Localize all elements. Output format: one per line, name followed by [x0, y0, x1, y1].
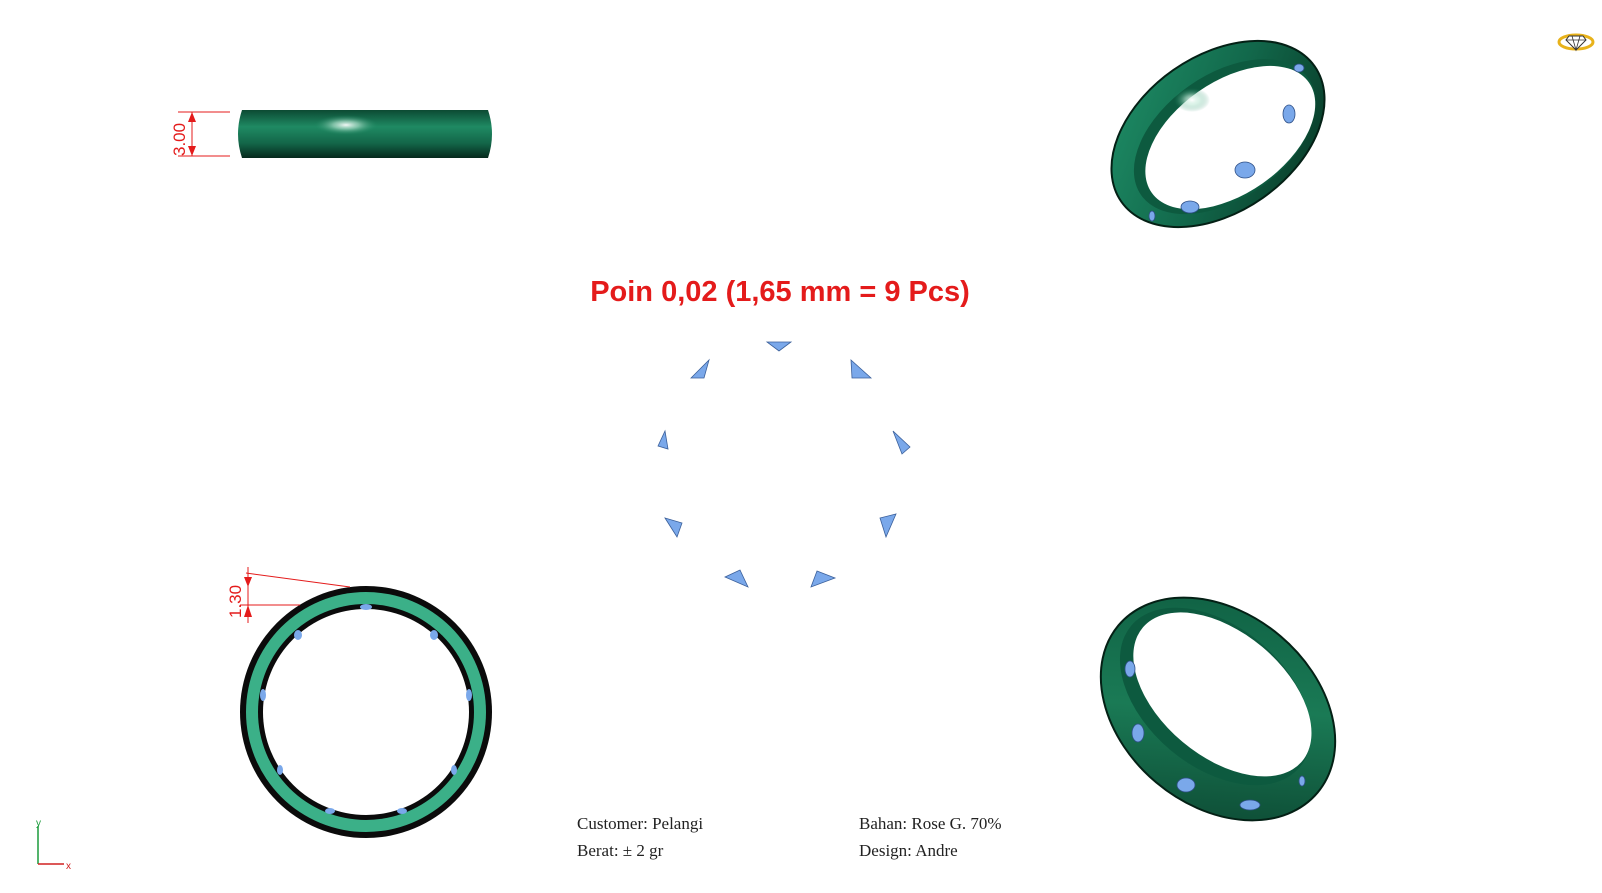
axes-icon: y x	[36, 820, 71, 870]
ring-logo-icon[interactable]	[1556, 28, 1596, 52]
dimension-thickness-label: 1.30	[226, 584, 245, 618]
stone-spec-title: Poin 0,02 (1,65 mm = 9 Pcs)	[590, 276, 970, 308]
stone-marker	[724, 569, 749, 588]
ring-band-side	[238, 110, 492, 158]
weight-label: Berat: ± 2 gr	[577, 841, 664, 860]
ring-side-view	[178, 110, 492, 158]
customer-label: Customer: Pelangi	[577, 814, 704, 833]
ring-top-stones	[1148, 63, 1305, 222]
stone-marker	[657, 429, 669, 450]
stone-marker	[892, 430, 911, 455]
design-label: Design: Andre	[859, 841, 958, 860]
stone-marker	[879, 513, 897, 539]
ring-perspective-bottom	[1099, 596, 1337, 822]
ring-perspective-top	[1110, 39, 1326, 229]
axis-y-label: y	[36, 820, 41, 829]
stone-marker	[664, 517, 683, 538]
axis-x-label: x	[66, 861, 71, 870]
stone-marker	[810, 570, 837, 588]
stone-marker	[850, 359, 873, 379]
ring-front-view	[240, 567, 492, 838]
dimension-height-label: 3.00	[170, 122, 189, 156]
stone-marker	[690, 358, 710, 379]
material-label: Bahan: Rose G. 70%	[859, 814, 1002, 833]
ring-bottom-stones	[1124, 660, 1306, 811]
stone-marker	[765, 341, 793, 352]
ring-front-stones	[260, 604, 472, 814]
stone-layout-diagram	[657, 341, 911, 588]
